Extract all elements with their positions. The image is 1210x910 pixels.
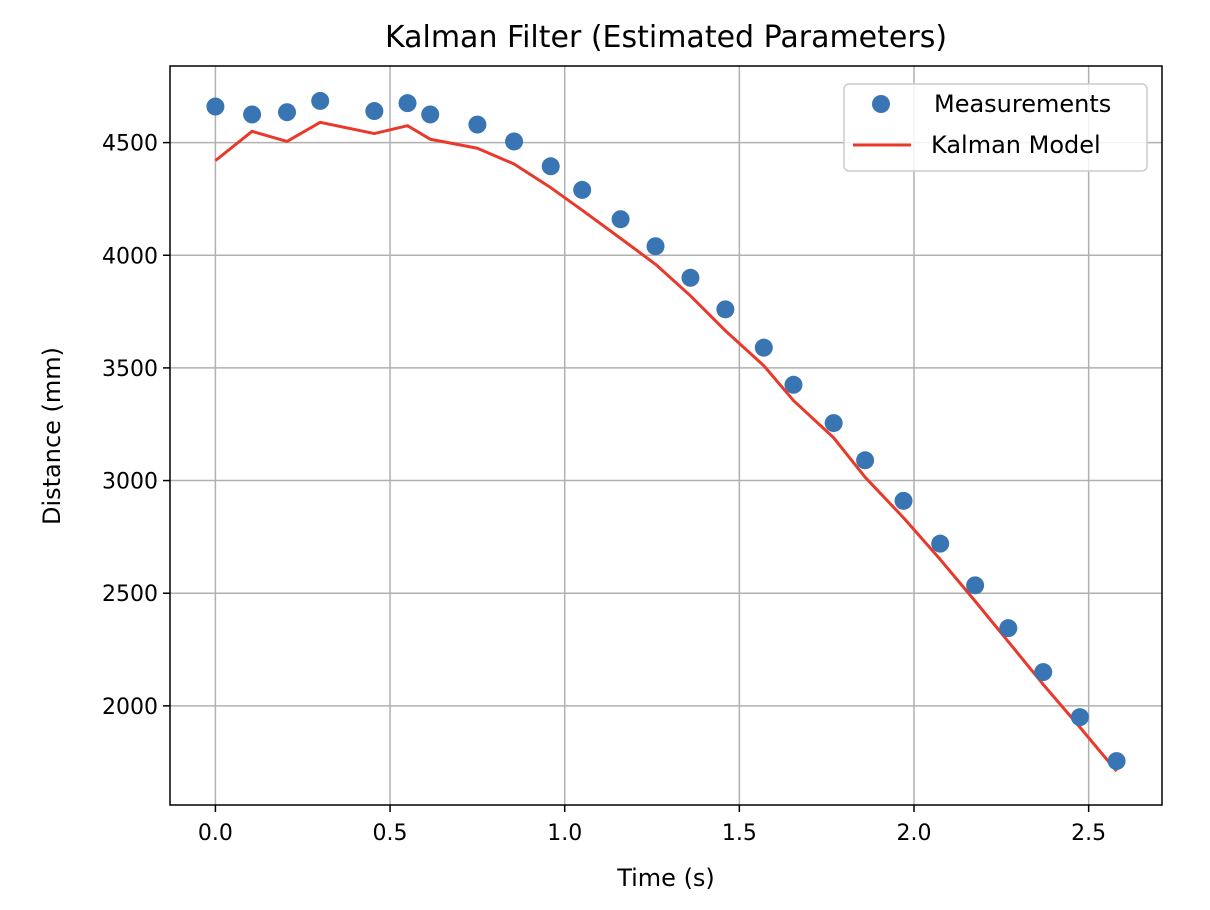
y-tick-label: 3000 (102, 470, 158, 495)
measurement-point (206, 97, 225, 116)
ticks: 0.0 0.5 1.0 1.5 2.0 2.5 2000 2500 3000 3500 4000 45… (102, 132, 1106, 846)
measurement-point (856, 451, 875, 470)
measurement-point (931, 534, 950, 553)
chart-title: Kalman Filter (Estimated Parameters) (385, 20, 947, 55)
x-tick-label: 2.0 (897, 821, 932, 846)
x-tick-label: 1.5 (722, 821, 757, 846)
measurement-point (646, 237, 665, 256)
measurement-point (311, 91, 330, 110)
x-axis-label: Time (s) (616, 864, 715, 892)
legend-marker-measurements (872, 95, 890, 113)
x-tick-label: 0.0 (198, 821, 233, 846)
measurement-point (966, 576, 985, 595)
measurement-point (681, 268, 700, 287)
x-tick-label: 1.0 (547, 821, 582, 846)
y-tick-label: 4500 (102, 132, 158, 157)
kalman-model-line (214, 120, 1118, 773)
measurement-point (1107, 752, 1126, 771)
measurement-point (1034, 663, 1053, 682)
measurement-point (784, 375, 803, 394)
y-tick-label: 3500 (102, 357, 158, 382)
measurement-point (611, 210, 630, 229)
measurement-point (421, 105, 440, 124)
y-tick-label: 4000 (102, 244, 158, 269)
measurement-point (824, 414, 843, 433)
x-tick-label: 0.5 (373, 821, 408, 846)
measurement-point (894, 491, 913, 510)
legend-label-measurements: Measurements (934, 90, 1111, 118)
measurement-point (999, 619, 1018, 638)
legend-box (843, 83, 1148, 172)
y-tick-label: 2500 (102, 582, 158, 607)
measurement-point (754, 338, 773, 357)
grid (170, 66, 1162, 805)
y-axis-label: Distance (mm) (38, 347, 66, 525)
measurement-point (398, 94, 417, 113)
measurement-point (716, 300, 735, 319)
measurement-point (573, 180, 592, 199)
y-tick-label: 2000 (102, 695, 158, 720)
measurement-point (365, 102, 384, 121)
legend: Measurements Kalman Model (843, 83, 1148, 172)
x-tick-label: 2.5 (1071, 821, 1106, 846)
measurement-point (541, 157, 560, 176)
measurement-point (468, 115, 487, 134)
measurement-point (278, 103, 297, 122)
series (206, 91, 1126, 773)
legend-label-kalman-model: Kalman Model (931, 131, 1101, 159)
measurement-point (505, 132, 524, 151)
plot-frame (169, 65, 1163, 806)
measurement-point (243, 105, 262, 124)
measurement-point (1070, 708, 1089, 727)
